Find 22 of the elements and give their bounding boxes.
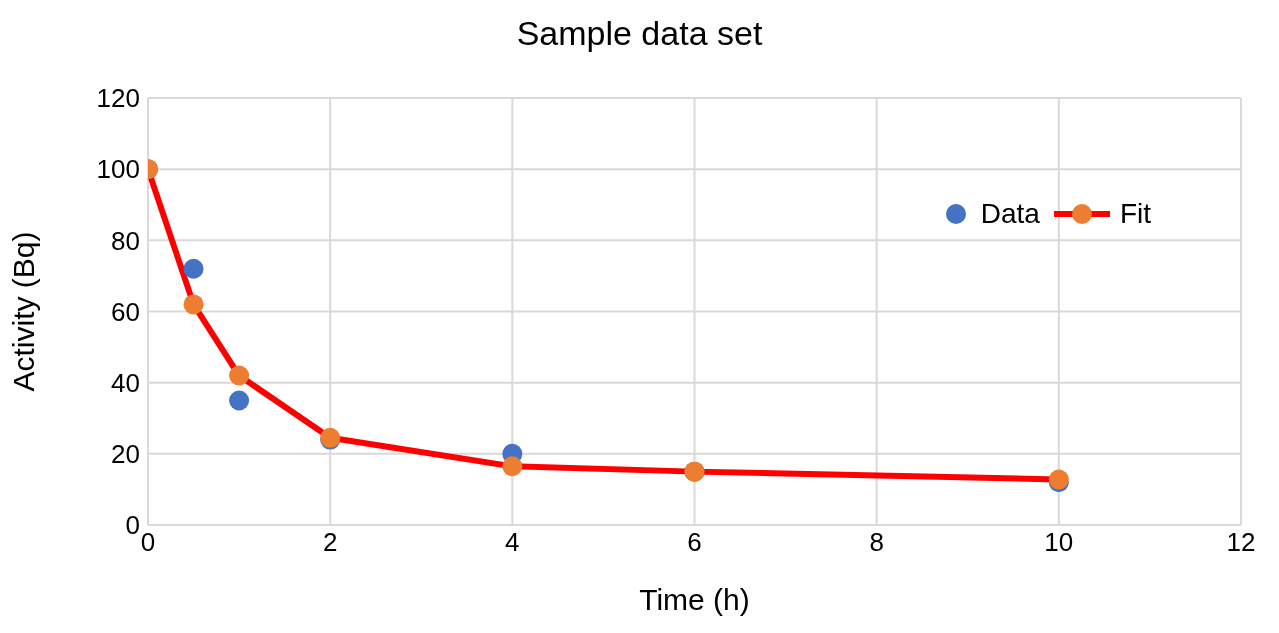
y-axis-title: Activity (Bq) <box>6 231 40 392</box>
chart-title: Sample data set <box>515 13 764 54</box>
point <box>229 365 250 386</box>
y-tick-label: 60 <box>111 296 140 327</box>
legend-label: Fit <box>1119 198 1151 230</box>
x-tick-label: 4 <box>505 527 520 558</box>
x-tick-label: 2 <box>322 527 338 558</box>
y-tick-label: 100 <box>96 154 140 185</box>
x-tick-label: 6 <box>687 527 702 558</box>
point <box>183 258 204 279</box>
y-tick-label: 40 <box>111 367 140 398</box>
point <box>183 294 204 315</box>
y-tick-label: 120 <box>96 83 140 114</box>
x-tick-label: 10 <box>1044 527 1074 558</box>
legend-label: Data <box>980 198 1040 230</box>
point <box>502 456 523 477</box>
y-tick-label: 80 <box>111 225 140 256</box>
point <box>229 390 250 411</box>
x-axis-title: Time (h) <box>639 583 750 616</box>
x-tick-label: 8 <box>869 527 884 558</box>
x-tick-label: 12 <box>1226 527 1256 558</box>
y-tick-label: 20 <box>111 439 140 470</box>
